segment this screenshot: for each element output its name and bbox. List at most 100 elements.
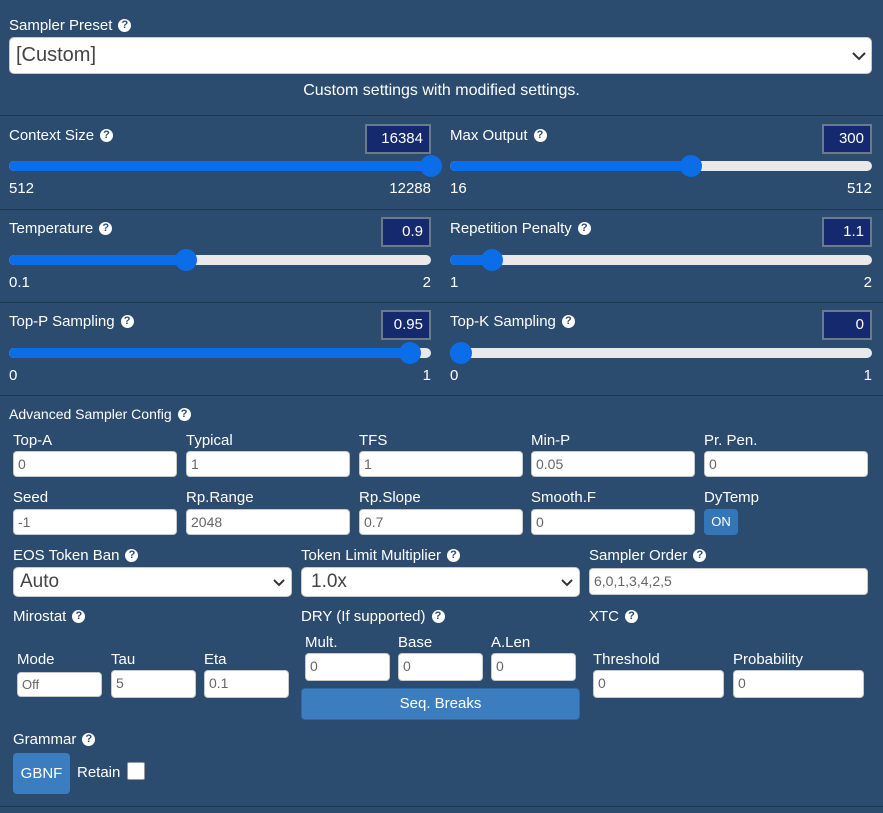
xtc-threshold-label: Threshold	[593, 651, 660, 668]
grammar-label: Grammar	[13, 731, 77, 748]
token-limit-select-value: 1.0x	[311, 571, 347, 592]
top-a-input[interactable]: 0	[13, 451, 177, 477]
preset-select-value: [Custom]	[16, 44, 97, 66]
top-p-slider-handle[interactable]	[398, 342, 421, 364]
help-icon[interactable]: ?	[72, 609, 86, 623]
xtc-probability-input[interactable]: 0	[733, 670, 864, 698]
divider	[0, 302, 883, 303]
rep-penalty-slider-handle[interactable]	[481, 249, 504, 271]
token-limit-select[interactable]: 1.0x	[301, 567, 580, 597]
temperature-min: 0.1	[9, 274, 30, 291]
temperature-value-input[interactable]: 0.9	[381, 217, 431, 247]
xtc-threshold-input[interactable]: 0	[593, 670, 724, 698]
dytemp-label: DyTemp	[704, 489, 760, 506]
mirostat-eta-label: Eta	[204, 651, 227, 668]
help-icon[interactable]: ?	[177, 407, 191, 421]
dry-base-label: Base	[398, 634, 433, 651]
help-icon[interactable]: ?	[125, 548, 139, 562]
pr-pen-input[interactable]: 0	[704, 451, 868, 477]
seed-input[interactable]: -1	[13, 509, 177, 535]
context-size-value-input[interactable]: 16384	[365, 124, 431, 154]
sampler-order-label: Sampler Order	[589, 547, 688, 564]
dry-alen-input[interactable]: 0	[491, 653, 576, 681]
help-icon[interactable]: ?	[99, 221, 113, 235]
help-icon[interactable]: ?	[100, 128, 114, 142]
max-output-label: Max Output	[450, 127, 528, 144]
rep-penalty-label: Repetition Penalty	[450, 220, 572, 237]
seq-breaks-button[interactable]: Seq. Breaks	[301, 688, 580, 720]
help-icon[interactable]: ?	[447, 548, 461, 562]
help-icon[interactable]: ?	[118, 18, 132, 32]
top-a-label: Top-A	[13, 432, 53, 449]
dry-alen-label: A.Len	[491, 634, 531, 651]
rp-slope-input[interactable]: 0.7	[359, 509, 523, 535]
gbnf-button[interactable]: GBNF	[13, 753, 70, 794]
max-output-min: 16	[450, 180, 467, 197]
context-size-max: 12288	[389, 180, 431, 197]
eos-select[interactable]: Auto	[13, 567, 292, 597]
rep-penalty-value-input[interactable]: 1.1	[822, 217, 872, 247]
sampler-order-input[interactable]: 6,0,1,3,4,2,5	[589, 568, 868, 595]
eos-label-row: EOS Token Ban?	[13, 547, 139, 564]
dytemp-toggle[interactable]: ON	[704, 509, 738, 535]
help-icon[interactable]: ?	[431, 609, 445, 623]
context-size-slider[interactable]	[9, 155, 442, 177]
help-icon[interactable]: ?	[577, 221, 591, 235]
eos-label: EOS Token Ban	[13, 547, 120, 564]
min-p-label: Min-P	[531, 432, 571, 449]
min-p-input[interactable]: 0.05	[531, 451, 695, 477]
max-output-slider-fill	[450, 161, 691, 171]
context-size-slider-handle[interactable]	[420, 155, 442, 177]
top-k-slider-handle[interactable]	[450, 342, 472, 364]
top-k-label: Top-K Sampling	[450, 313, 556, 330]
temperature-slider-handle[interactable]	[175, 249, 198, 271]
temperature-slider-fill	[9, 255, 187, 265]
chevron-down-icon	[267, 570, 291, 594]
divider	[0, 209, 883, 210]
top-p-slider[interactable]	[9, 342, 431, 364]
mirostat-label: Mirostat	[13, 608, 67, 625]
temperature-label: Temperature	[9, 220, 94, 237]
top-p-value-input[interactable]: 0.95	[381, 310, 431, 340]
xtc-label-row: XTC?	[589, 608, 638, 625]
mirostat-eta-input[interactable]: 0.1	[204, 670, 289, 698]
top-p-label-row: Top-P Sampling?	[9, 313, 134, 330]
preset-select[interactable]: [Custom]	[9, 37, 872, 74]
help-icon[interactable]: ?	[561, 314, 575, 328]
rep-penalty-label-row: Repetition Penalty?	[450, 220, 591, 237]
retain-checkbox[interactable]	[127, 762, 145, 780]
top-p-min: 0	[9, 367, 18, 384]
rep-penalty-min: 1	[450, 274, 459, 291]
temperature-slider[interactable]	[9, 249, 431, 271]
max-output-slider[interactable]	[450, 155, 872, 177]
temperature-label-row: Temperature?	[9, 220, 113, 237]
top-k-label-row: Top-K Sampling?	[450, 313, 575, 330]
help-icon[interactable]: ?	[82, 732, 96, 746]
top-k-value-input[interactable]: 0	[822, 310, 872, 340]
top-p-max: 1	[422, 367, 431, 384]
help-icon[interactable]: ?	[120, 314, 134, 328]
help-icon[interactable]: ?	[625, 609, 638, 623]
mirostat-tau-input[interactable]: 5	[111, 670, 196, 698]
dry-label: DRY (If supported)	[301, 608, 426, 625]
help-icon[interactable]: ?	[533, 128, 547, 142]
mirostat-mode-select[interactable]: Off	[17, 672, 102, 697]
rep-penalty-slider[interactable]	[450, 249, 872, 271]
advanced-title: Advanced Sampler Config	[9, 406, 172, 422]
eos-select-value: Auto	[20, 571, 60, 592]
dry-base-input[interactable]: 0	[398, 653, 483, 681]
top-k-slider[interactable]	[450, 342, 872, 364]
token-limit-label: Token Limit Multiplier	[301, 547, 442, 564]
tfs-input[interactable]: 1	[359, 451, 523, 477]
help-icon[interactable]: ?	[693, 548, 707, 562]
dry-mult-input[interactable]: 0	[305, 653, 390, 681]
divider	[0, 806, 883, 807]
typical-input[interactable]: 1	[186, 451, 350, 477]
pr-pen-label: Pr. Pen.	[704, 432, 758, 449]
divider	[0, 115, 883, 116]
rp-range-input[interactable]: 2048	[186, 509, 350, 535]
max-output-value-input[interactable]: 300	[822, 124, 872, 154]
smooth-f-input[interactable]: 0	[531, 509, 695, 535]
top-k-max: 1	[863, 367, 872, 384]
max-output-slider-handle[interactable]	[679, 155, 702, 177]
